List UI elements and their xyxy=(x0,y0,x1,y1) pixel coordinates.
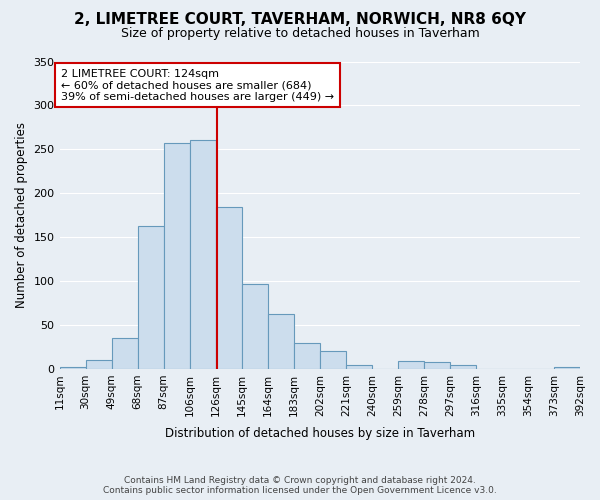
Bar xyxy=(424,362,450,369)
Bar xyxy=(320,352,346,369)
Text: 2, LIMETREE COURT, TAVERHAM, NORWICH, NR8 6QY: 2, LIMETREE COURT, TAVERHAM, NORWICH, NR… xyxy=(74,12,526,28)
Bar xyxy=(112,338,137,369)
Bar xyxy=(294,344,320,369)
Bar xyxy=(164,143,190,369)
Bar xyxy=(398,361,424,369)
Bar xyxy=(450,366,476,369)
Bar xyxy=(137,226,164,369)
Bar xyxy=(86,360,112,369)
Bar xyxy=(242,284,268,369)
Bar xyxy=(268,314,294,369)
Bar xyxy=(215,208,242,369)
Text: 2 LIMETREE COURT: 124sqm
← 60% of detached houses are smaller (684)
39% of semi-: 2 LIMETREE COURT: 124sqm ← 60% of detach… xyxy=(61,68,334,102)
Bar xyxy=(190,140,215,369)
Bar xyxy=(59,367,86,369)
X-axis label: Distribution of detached houses by size in Taverham: Distribution of detached houses by size … xyxy=(165,427,475,440)
Y-axis label: Number of detached properties: Number of detached properties xyxy=(15,122,28,308)
Text: Size of property relative to detached houses in Taverham: Size of property relative to detached ho… xyxy=(121,28,479,40)
Bar xyxy=(346,366,372,369)
Bar xyxy=(554,367,580,369)
Text: Contains HM Land Registry data © Crown copyright and database right 2024.
Contai: Contains HM Land Registry data © Crown c… xyxy=(103,476,497,495)
